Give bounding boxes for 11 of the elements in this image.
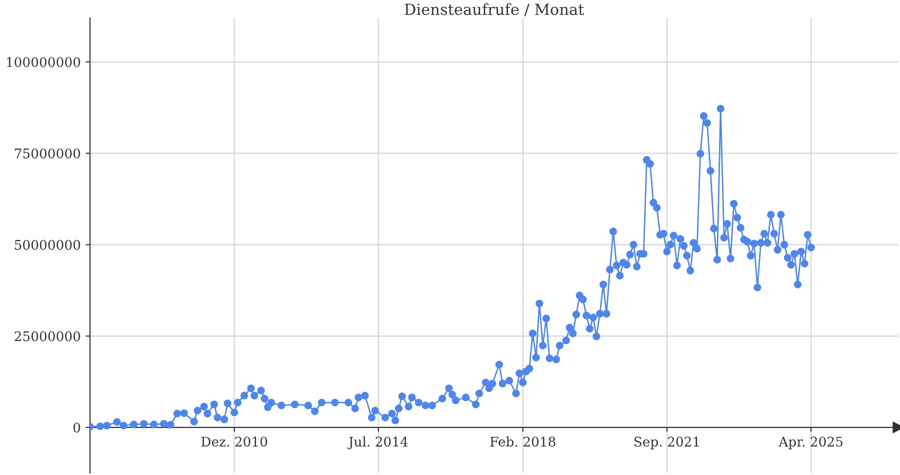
x-tick-label: Sep. 2021 [634, 436, 699, 450]
x-tick-label: Feb. 2018 [490, 436, 556, 447]
y-tick-label: 25000000 [14, 331, 80, 342]
y-tick-label: 100000000 [7, 57, 80, 68]
chart-title: Diensteaufrufe / Monat [404, 3, 584, 16]
x-tick-label: Jul. 2014 [347, 436, 408, 450]
y-tick-label: 50000000 [14, 240, 80, 250]
y-tick-label: 75000000 [14, 148, 80, 158]
x-tick-label: Apr. 2025 [778, 436, 842, 450]
x-tick-label: Dez. 2010 [201, 436, 268, 447]
y-tick-label: 0 [73, 422, 80, 433]
